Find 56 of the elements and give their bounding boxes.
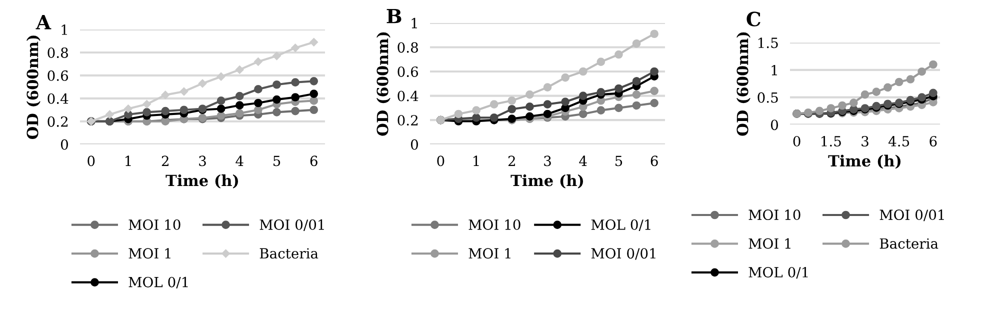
y-tick-label: 0.4	[48, 93, 68, 104]
y-tick-label: 0	[770, 120, 778, 130]
x-axis-title: Time (h)	[510, 174, 584, 188]
y-tick-label: 1	[772, 64, 777, 76]
x-tick-label: 3	[544, 156, 551, 166]
x-axis-title: Time (h)	[166, 174, 238, 188]
x-tick-label: 1	[474, 156, 479, 166]
y-tick-label: 1	[62, 24, 67, 35]
x-tick-label: 0	[437, 156, 444, 166]
y-tick-label: 0.8	[398, 42, 418, 53]
legend-label: MOI 10	[128, 219, 180, 230]
y-axis-title: OD (600nm)	[26, 36, 40, 140]
legend-label: MOI 10	[748, 210, 800, 220]
legend-label: MOI 10	[468, 219, 520, 230]
x-tick-label: 2	[162, 156, 168, 166]
x-tick-label: 6	[310, 156, 318, 166]
x-tick-label: 4.5	[888, 136, 910, 146]
y-tick-label: 1	[412, 18, 417, 28]
chart-title: C	[746, 12, 760, 26]
y-tick-label: 0.6	[48, 70, 68, 81]
legend-label: MOL 0/1	[128, 276, 188, 288]
x-tick-label: 6	[650, 156, 658, 166]
x-tick-label: 4	[579, 156, 587, 166]
y-tick-label: 0.2	[398, 115, 418, 126]
y-tick-label: 0.4	[398, 90, 418, 102]
legend-label: MOI 1	[748, 238, 790, 249]
x-tick-label: 3	[862, 136, 868, 146]
x-tick-label: 1	[126, 156, 131, 166]
x-tick-label: 5	[615, 156, 622, 166]
legend-label: MOL 0/1	[748, 266, 808, 279]
y-tick-label: 0.2	[48, 116, 68, 127]
y-axis-title: OD (600nm)	[736, 32, 750, 136]
y-tick-label: 0.5	[758, 92, 778, 103]
y-tick-label: 0.8	[48, 47, 68, 58]
y-tick-label: 1.5	[758, 38, 778, 48]
y-axis-title: OD (600nm)	[376, 32, 390, 136]
x-tick-label: 0	[88, 156, 95, 166]
legend-label: MOI 0/01	[880, 210, 944, 222]
legend-label: MOL 0/1	[591, 219, 650, 231]
x-tick-label: 1.5	[822, 136, 841, 146]
legend-label: Bacteria	[880, 238, 938, 249]
x-tick-label: 0	[793, 136, 800, 146]
legend-label: MOI 0/01	[591, 248, 656, 260]
legend-label: MOI 1	[468, 248, 510, 259]
x-tick-label: 6	[930, 136, 937, 146]
chart-title: B	[386, 8, 402, 24]
chart-title: A	[36, 15, 52, 30]
y-tick-label: 0.6	[398, 66, 418, 77]
legend-label: Bacteria	[260, 248, 318, 259]
x-axis-title: Time (h)	[828, 154, 901, 169]
legend-label: MOI 1	[128, 248, 170, 259]
legend-label: MOI 0/01	[260, 219, 324, 231]
x-tick-label: 3	[199, 156, 206, 166]
x-tick-label: 5	[274, 156, 280, 166]
x-tick-label: 4	[236, 156, 244, 166]
x-tick-label: 2	[508, 156, 515, 166]
